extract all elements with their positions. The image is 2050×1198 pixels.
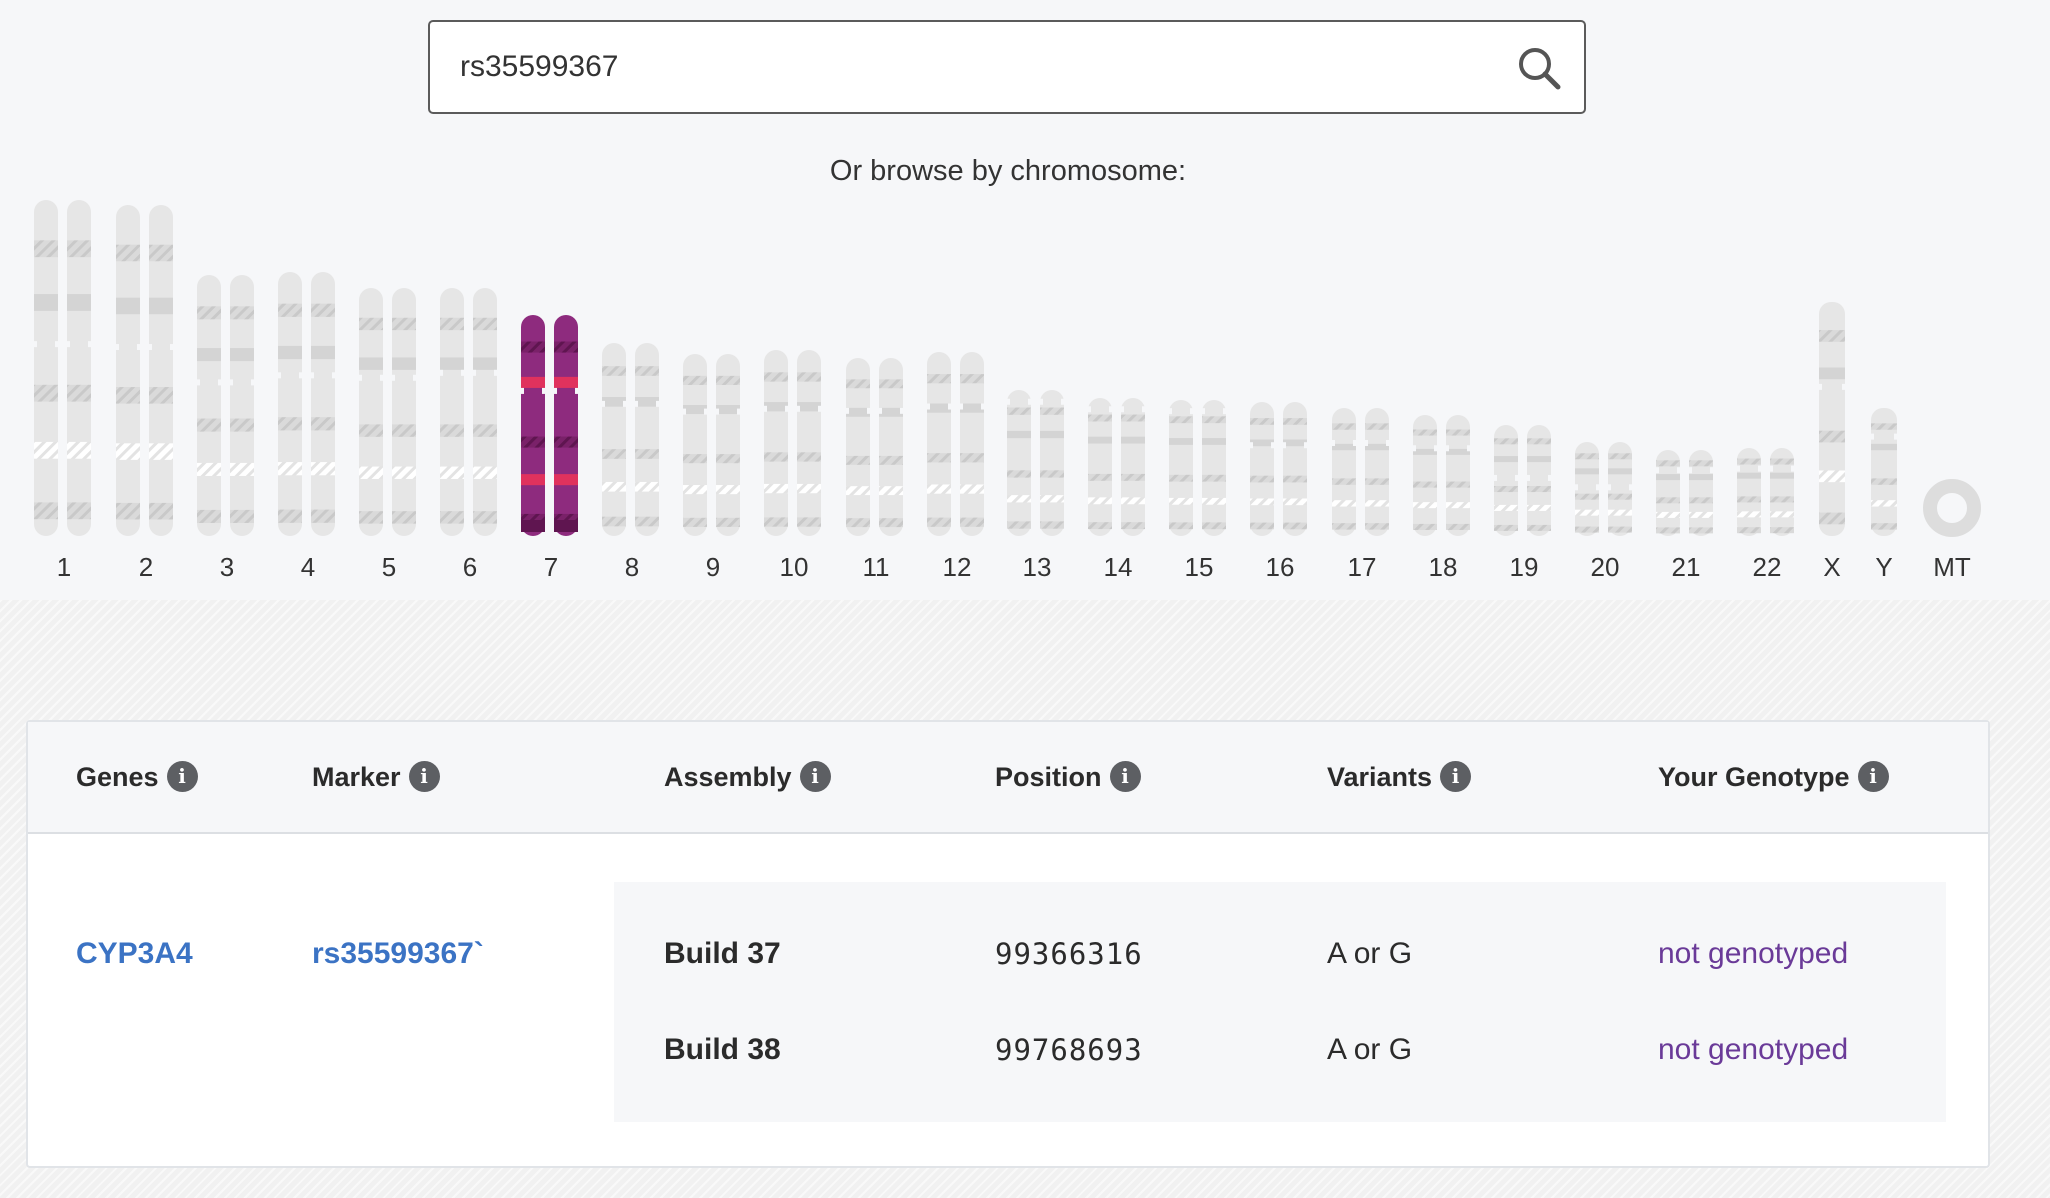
chromosome-19[interactable] — [1493, 425, 1552, 536]
chromosome-18[interactable] — [1412, 415, 1471, 536]
search-input[interactable]: rs35599367 — [460, 50, 619, 83]
chromosome-16[interactable] — [1249, 402, 1308, 536]
info-icon[interactable]: i — [408, 761, 440, 793]
chromosome-label-17[interactable]: 17 — [1347, 552, 1377, 582]
marker-link[interactable]: rs35599367 — [312, 937, 474, 970]
chromosome-1[interactable] — [33, 200, 92, 536]
header-marker: Marker i — [312, 722, 440, 832]
chromosome-x[interactable] — [1818, 302, 1846, 536]
chromosome-11[interactable] — [845, 358, 904, 536]
position-cell: 99366316 — [995, 937, 1143, 971]
chromosome-label-19[interactable]: 19 — [1509, 552, 1539, 582]
marker-suffix: ` — [473, 937, 484, 970]
chromosome-label-20[interactable]: 20 — [1590, 552, 1620, 582]
variants-cell: A or G — [1327, 1033, 1413, 1066]
chromosome-label-11[interactable]: 11 — [862, 552, 890, 582]
chromosome-label-x[interactable]: X — [1823, 552, 1841, 582]
chromosome-label-14[interactable]: 14 — [1103, 552, 1133, 582]
chromosome-10[interactable] — [763, 350, 822, 536]
chromosome-8[interactable] — [601, 343, 660, 536]
chromosome-browser: 1 2 3 4 5 6 7 8 9 10 11 12 13 14 15 16 17 18 19 20 21 22 X Y MT — [0, 190, 2050, 590]
header-genes: Genes i — [76, 722, 198, 832]
chromosome-9[interactable] — [682, 354, 741, 536]
chromosome-2[interactable] — [115, 205, 174, 536]
chromosome-label-1[interactable]: 1 — [56, 552, 72, 582]
chromosome-label-mt[interactable]: MT — [1933, 552, 1971, 582]
chromosome-13[interactable] — [1006, 390, 1065, 536]
assembly-cell: Build 38 — [664, 1033, 781, 1066]
browse-label: Or browse by chromosome: — [829, 155, 1187, 187]
chromosome-20[interactable] — [1574, 442, 1633, 536]
header-assembly: Assembly i — [664, 722, 831, 832]
chromosome-label-3[interactable]: 3 — [219, 552, 235, 582]
chromosome-label-15[interactable]: 15 — [1184, 552, 1214, 582]
chromosome-ideograms — [33, 200, 1981, 537]
chromosome-12[interactable] — [926, 352, 985, 536]
chromosome-3[interactable] — [196, 275, 255, 536]
header-variants: Variants i — [1327, 722, 1472, 832]
results-card: Genes i Marker i Assembly i Position i Varia… — [26, 720, 1990, 1168]
chromosome-label-4[interactable]: 4 — [300, 552, 316, 582]
chromosome-7[interactable] — [520, 315, 579, 536]
chromosome-label-9[interactable]: 9 — [705, 552, 721, 582]
chromosome-label-21[interactable]: 21 — [1671, 552, 1701, 582]
info-icon[interactable]: i — [799, 761, 831, 793]
chromosome-label-7[interactable]: 7 — [543, 552, 559, 582]
chromosome-5[interactable] — [358, 288, 417, 536]
variants-cell: A or G — [1327, 937, 1413, 970]
chromosome-label-y[interactable]: Y — [1875, 552, 1893, 582]
genotype-cell[interactable]: not genotyped — [1658, 1033, 1849, 1066]
gene-link[interactable]: CYP3A4 — [76, 937, 193, 970]
chromosome-22[interactable] — [1736, 448, 1795, 536]
chromosome-label-13[interactable]: 13 — [1022, 552, 1052, 582]
builds-panel — [614, 882, 1946, 1122]
search-box[interactable]: rs35599367 — [428, 20, 1586, 114]
chromosome-label-5[interactable]: 5 — [381, 552, 397, 582]
chromosome-label-2[interactable]: 2 — [138, 552, 154, 582]
chromosome-y[interactable] — [1870, 408, 1898, 536]
chromosome-label-8[interactable]: 8 — [624, 552, 640, 582]
chromosome-label-22[interactable]: 22 — [1752, 552, 1782, 582]
chromosome-label-16[interactable]: 16 — [1265, 552, 1295, 582]
chromosome-label-10[interactable]: 10 — [779, 552, 809, 582]
position-cell: 99768693 — [995, 1033, 1143, 1067]
search-icon[interactable] — [1516, 45, 1562, 91]
assembly-cell: Build 37 — [664, 937, 781, 970]
header-position: Position i — [995, 722, 1141, 832]
genotype-cell[interactable]: not genotyped — [1658, 937, 1849, 970]
chromosome-21[interactable] — [1655, 450, 1714, 536]
header-genotype: Your Genotype i — [1658, 722, 1889, 832]
info-icon[interactable]: i — [1109, 761, 1141, 793]
chromosome-4[interactable] — [277, 272, 336, 536]
info-icon[interactable]: i — [166, 761, 198, 793]
info-icon[interactable]: i — [1440, 761, 1472, 793]
chromosome-mt[interactable] — [1923, 479, 1981, 537]
chromosome-15[interactable] — [1168, 400, 1227, 536]
chromosome-6[interactable] — [439, 288, 498, 536]
chromosome-label-12[interactable]: 12 — [942, 552, 972, 582]
info-icon[interactable]: i — [1857, 761, 1889, 793]
chromosome-label-18[interactable]: 18 — [1428, 552, 1458, 582]
chromosome-14[interactable] — [1087, 398, 1146, 536]
chromosome-17[interactable] — [1331, 408, 1390, 536]
marker-cell: rs35599367` — [312, 934, 484, 974]
table-header: Genes i Marker i Assembly i Position i Varia… — [28, 722, 1988, 834]
chromosome-label-6[interactable]: 6 — [462, 552, 478, 582]
